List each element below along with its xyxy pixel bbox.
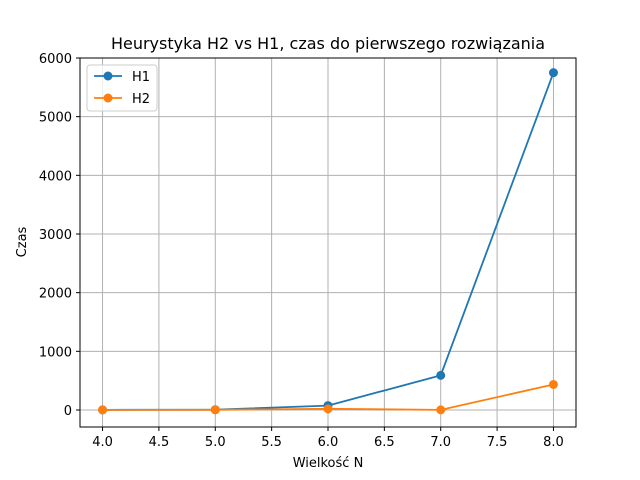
y-tick-label: 3000 [39, 228, 72, 243]
legend-marker-h1 [103, 71, 113, 81]
series-layer [98, 68, 558, 415]
legend-marker-h2 [103, 93, 113, 103]
x-tick-label: 4.5 [149, 435, 170, 450]
data-point-h2 [210, 405, 220, 415]
chart-title: Heurystyka H2 vs H1, czas do pierwszego … [111, 34, 545, 53]
x-tick-label: 4.0 [92, 435, 113, 450]
x-axis-label: Wielkość N [293, 456, 364, 471]
x-tick-label: 6.5 [374, 435, 395, 450]
data-point-h1 [436, 370, 446, 380]
data-point-h1 [548, 68, 558, 78]
y-tick-label: 1000 [39, 345, 72, 360]
x-tick-label: 5.5 [261, 435, 282, 450]
x-tick-label: 5.0 [205, 435, 226, 450]
x-tick-label: 7.0 [430, 435, 451, 450]
ticks: 4.0 4.5 5.0 5.5 6.0 6.5 7.0 7.5 8.0 0 1000 2000 3000… [39, 52, 564, 450]
x-tick-label: 6.0 [318, 435, 339, 450]
legend-label-h2: H2 [132, 92, 150, 107]
y-tick-label: 4000 [39, 169, 72, 184]
x-tick-label: 8.0 [543, 435, 564, 450]
data-point-h2 [98, 405, 108, 415]
data-point-h2 [323, 404, 333, 414]
y-tick-label: 6000 [39, 52, 72, 67]
data-point-h2 [548, 379, 558, 389]
y-tick-label: 0 [64, 404, 72, 419]
data-point-h2 [436, 405, 446, 415]
y-tick-label: 5000 [39, 111, 72, 126]
y-axis-label: Czas [15, 226, 30, 257]
y-tick-label: 2000 [39, 287, 72, 302]
legend-label-h1: H1 [132, 70, 150, 85]
x-tick-label: 7.5 [487, 435, 508, 450]
